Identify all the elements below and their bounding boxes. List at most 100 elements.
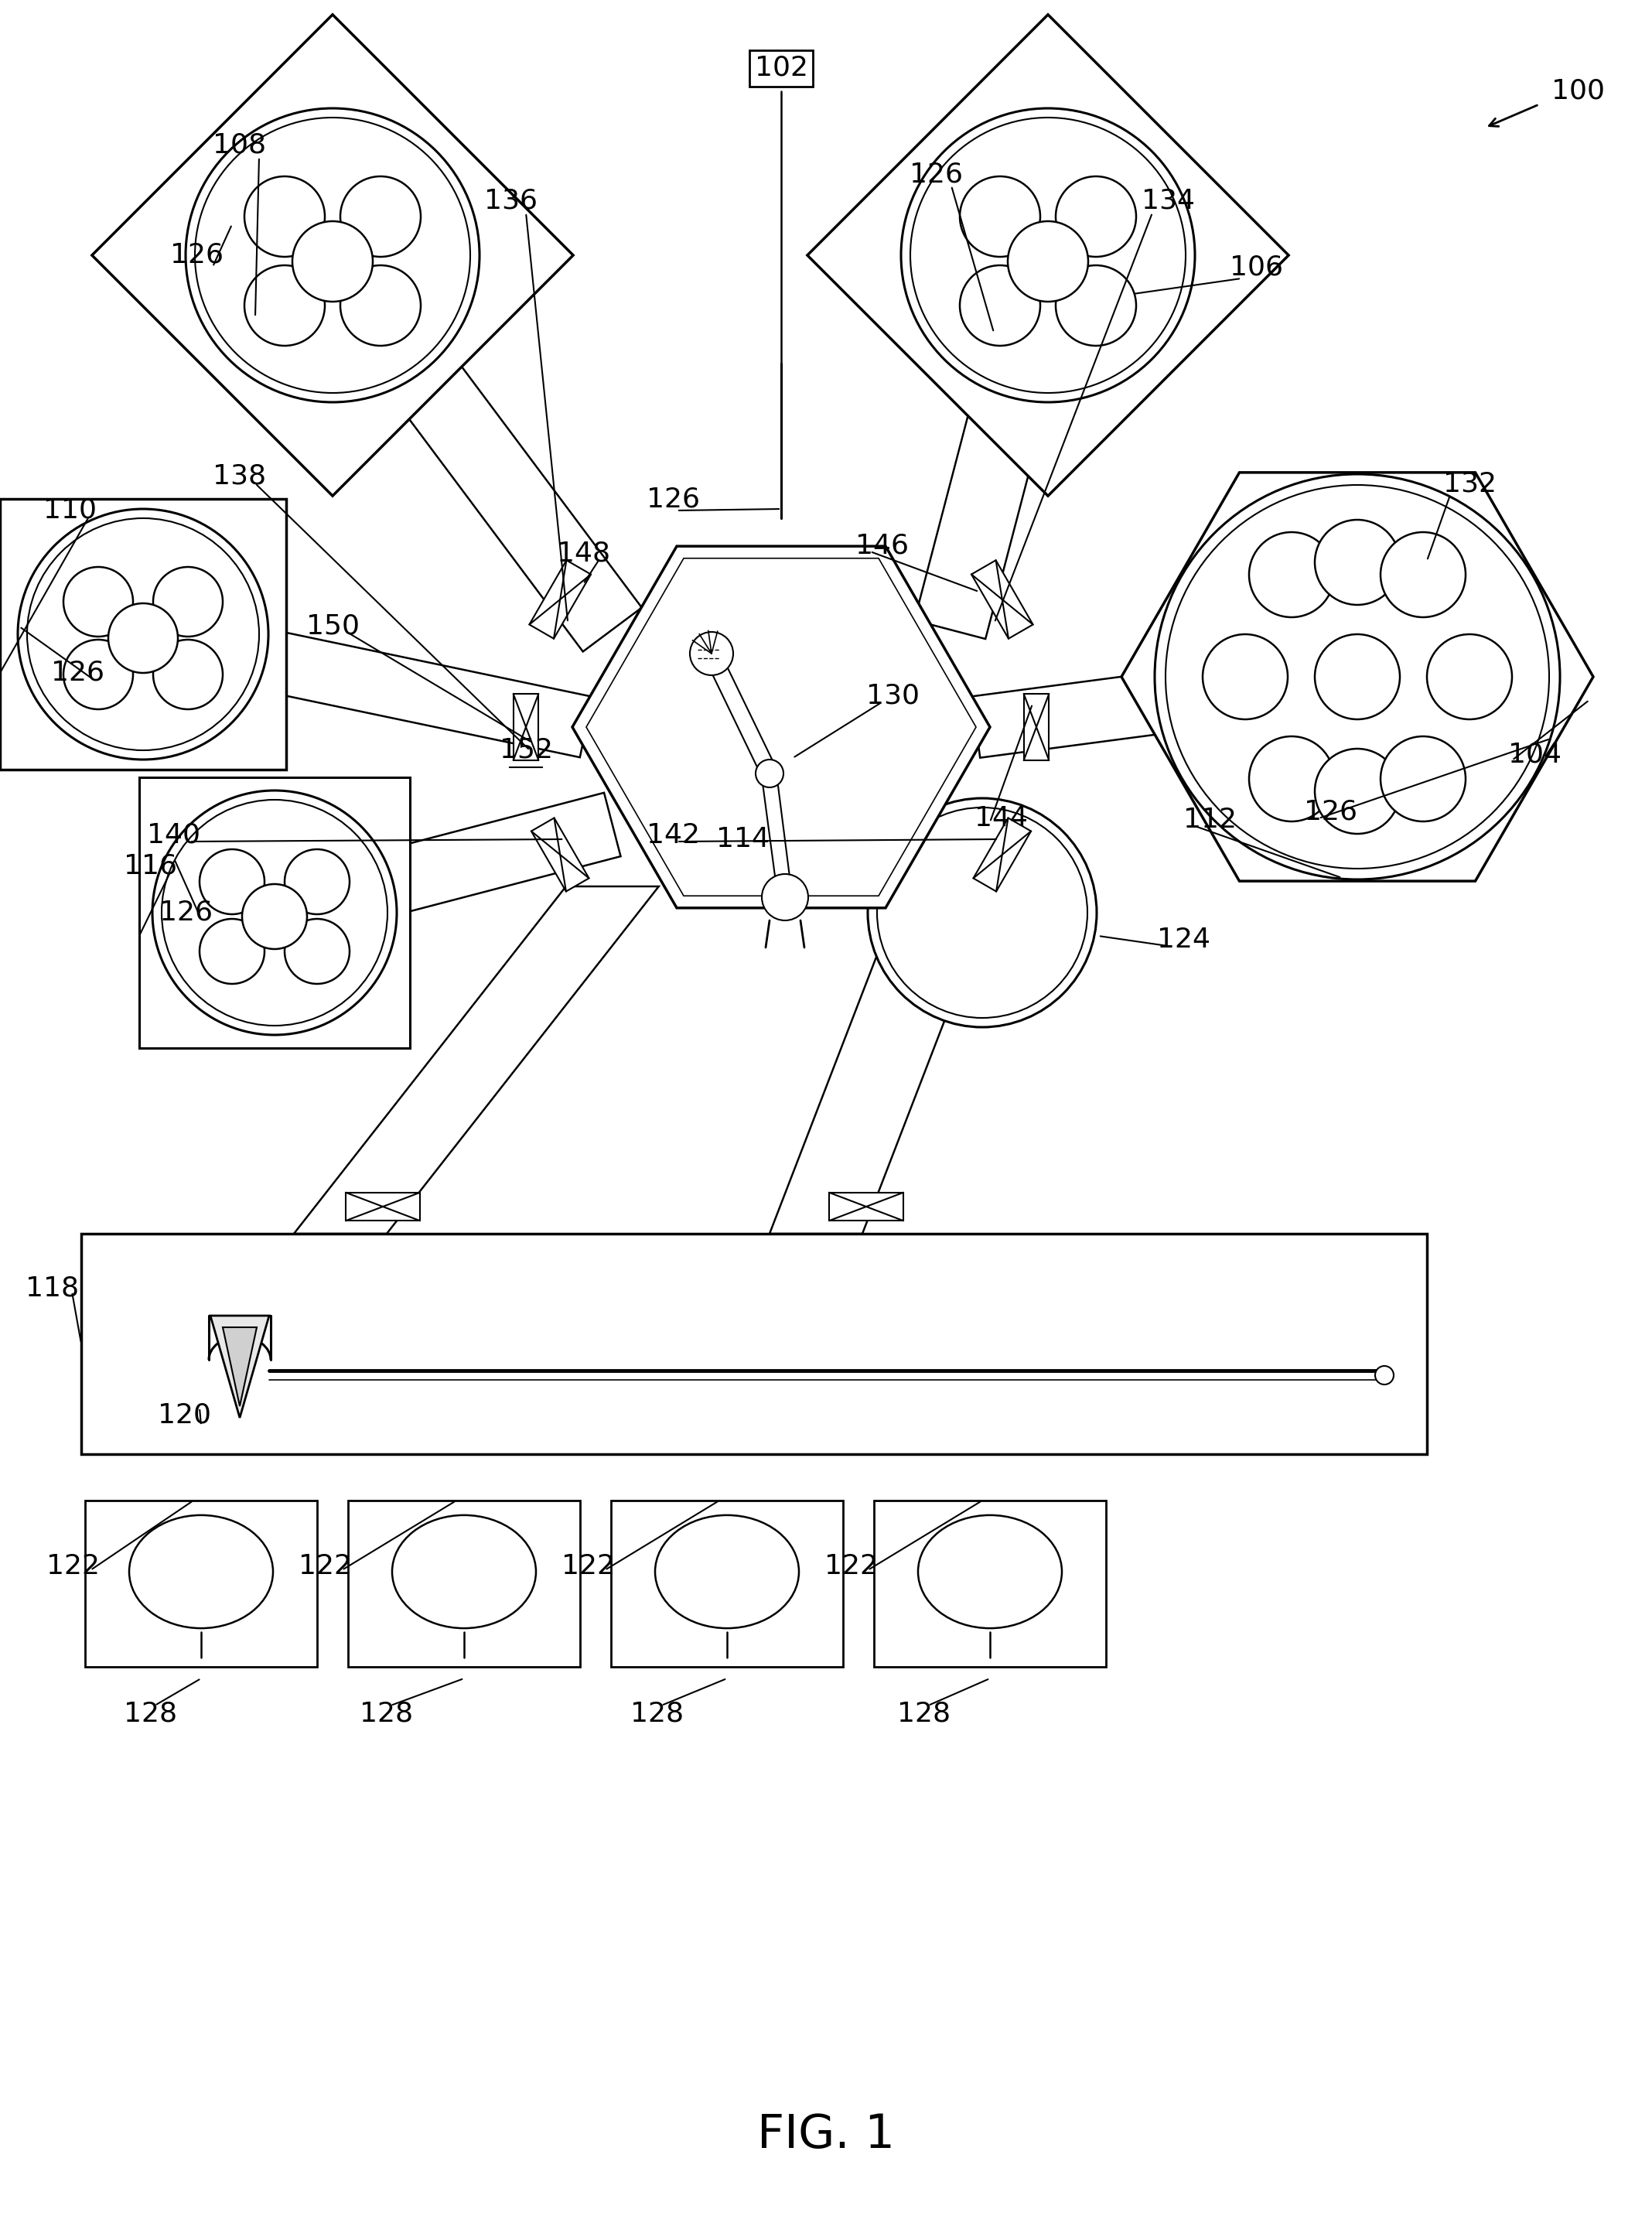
Circle shape xyxy=(1155,474,1559,880)
Circle shape xyxy=(1427,634,1512,720)
Circle shape xyxy=(1374,1365,1394,1385)
Text: 152: 152 xyxy=(499,738,553,765)
Text: 126: 126 xyxy=(159,900,213,926)
Text: 126: 126 xyxy=(51,660,104,687)
Bar xyxy=(611,1500,843,1666)
Text: 134: 134 xyxy=(1142,188,1194,215)
Text: 128: 128 xyxy=(897,1700,952,1726)
Ellipse shape xyxy=(919,1516,1062,1629)
Bar xyxy=(349,1500,580,1666)
Polygon shape xyxy=(919,813,1013,924)
Circle shape xyxy=(960,177,1041,257)
Circle shape xyxy=(284,920,350,984)
Polygon shape xyxy=(223,1327,256,1407)
Circle shape xyxy=(244,177,325,257)
Text: 110: 110 xyxy=(43,496,96,523)
Circle shape xyxy=(1056,177,1137,257)
Circle shape xyxy=(195,117,471,392)
Text: 106: 106 xyxy=(1231,253,1284,279)
Bar xyxy=(139,778,410,1048)
Circle shape xyxy=(18,510,268,760)
Circle shape xyxy=(910,117,1186,392)
Text: 140: 140 xyxy=(147,822,200,849)
Circle shape xyxy=(1249,532,1335,618)
Circle shape xyxy=(243,884,307,948)
Text: 126: 126 xyxy=(909,162,963,186)
Ellipse shape xyxy=(392,1516,535,1629)
Circle shape xyxy=(1381,532,1465,618)
Ellipse shape xyxy=(656,1516,800,1629)
Circle shape xyxy=(900,109,1194,403)
Circle shape xyxy=(755,760,783,787)
Text: 112: 112 xyxy=(1184,807,1237,833)
Polygon shape xyxy=(762,778,793,902)
Text: 148: 148 xyxy=(557,541,611,565)
Bar xyxy=(0,499,286,769)
Circle shape xyxy=(1008,222,1089,301)
Text: 126: 126 xyxy=(1303,800,1356,824)
Circle shape xyxy=(185,109,479,403)
Text: 136: 136 xyxy=(484,188,537,215)
Polygon shape xyxy=(971,561,1032,638)
Circle shape xyxy=(1249,736,1335,822)
Circle shape xyxy=(877,807,1087,1017)
Circle shape xyxy=(867,798,1097,1028)
Polygon shape xyxy=(915,246,1084,638)
Polygon shape xyxy=(529,561,591,638)
Circle shape xyxy=(340,177,421,257)
Polygon shape xyxy=(1024,694,1049,760)
Text: 116: 116 xyxy=(124,853,177,880)
Text: 102: 102 xyxy=(755,55,808,82)
Text: 122: 122 xyxy=(297,1553,352,1580)
Bar xyxy=(84,1500,317,1666)
Circle shape xyxy=(152,791,396,1035)
Polygon shape xyxy=(532,818,590,891)
Polygon shape xyxy=(514,694,539,760)
Circle shape xyxy=(1315,749,1399,833)
Text: FIG. 1: FIG. 1 xyxy=(757,2112,895,2158)
Text: 122: 122 xyxy=(562,1553,615,1580)
Text: 122: 122 xyxy=(824,1553,877,1580)
Polygon shape xyxy=(770,886,996,1234)
Text: 128: 128 xyxy=(631,1700,684,1726)
Text: 132: 132 xyxy=(1442,470,1497,496)
Circle shape xyxy=(1056,266,1137,346)
Polygon shape xyxy=(266,793,621,944)
Polygon shape xyxy=(210,1316,269,1418)
Circle shape xyxy=(292,222,373,301)
Circle shape xyxy=(26,519,259,751)
Text: 118: 118 xyxy=(26,1274,79,1301)
Text: 108: 108 xyxy=(213,133,266,160)
Circle shape xyxy=(1166,485,1550,869)
Bar xyxy=(874,1500,1105,1666)
Polygon shape xyxy=(137,605,593,758)
Circle shape xyxy=(1203,634,1287,720)
Circle shape xyxy=(63,640,134,709)
Polygon shape xyxy=(971,647,1361,758)
Polygon shape xyxy=(586,558,976,895)
Polygon shape xyxy=(705,647,778,773)
Polygon shape xyxy=(829,1192,904,1221)
Polygon shape xyxy=(302,233,641,652)
Text: 114: 114 xyxy=(715,827,770,853)
Text: 146: 146 xyxy=(856,532,909,558)
Text: 100: 100 xyxy=(1551,78,1604,104)
Circle shape xyxy=(154,567,223,636)
Text: 104: 104 xyxy=(1508,740,1561,767)
Polygon shape xyxy=(294,886,659,1234)
Circle shape xyxy=(1315,634,1399,720)
Polygon shape xyxy=(973,818,1031,891)
Circle shape xyxy=(109,603,178,674)
Text: 150: 150 xyxy=(306,614,358,640)
Circle shape xyxy=(200,849,264,915)
Circle shape xyxy=(691,632,733,676)
Text: 128: 128 xyxy=(360,1700,413,1726)
Circle shape xyxy=(960,266,1041,346)
Circle shape xyxy=(244,266,325,346)
Bar xyxy=(81,1234,1427,1454)
Polygon shape xyxy=(1122,472,1593,882)
Ellipse shape xyxy=(129,1516,273,1629)
Text: 126: 126 xyxy=(170,242,225,268)
Polygon shape xyxy=(808,16,1289,496)
Circle shape xyxy=(63,567,134,636)
